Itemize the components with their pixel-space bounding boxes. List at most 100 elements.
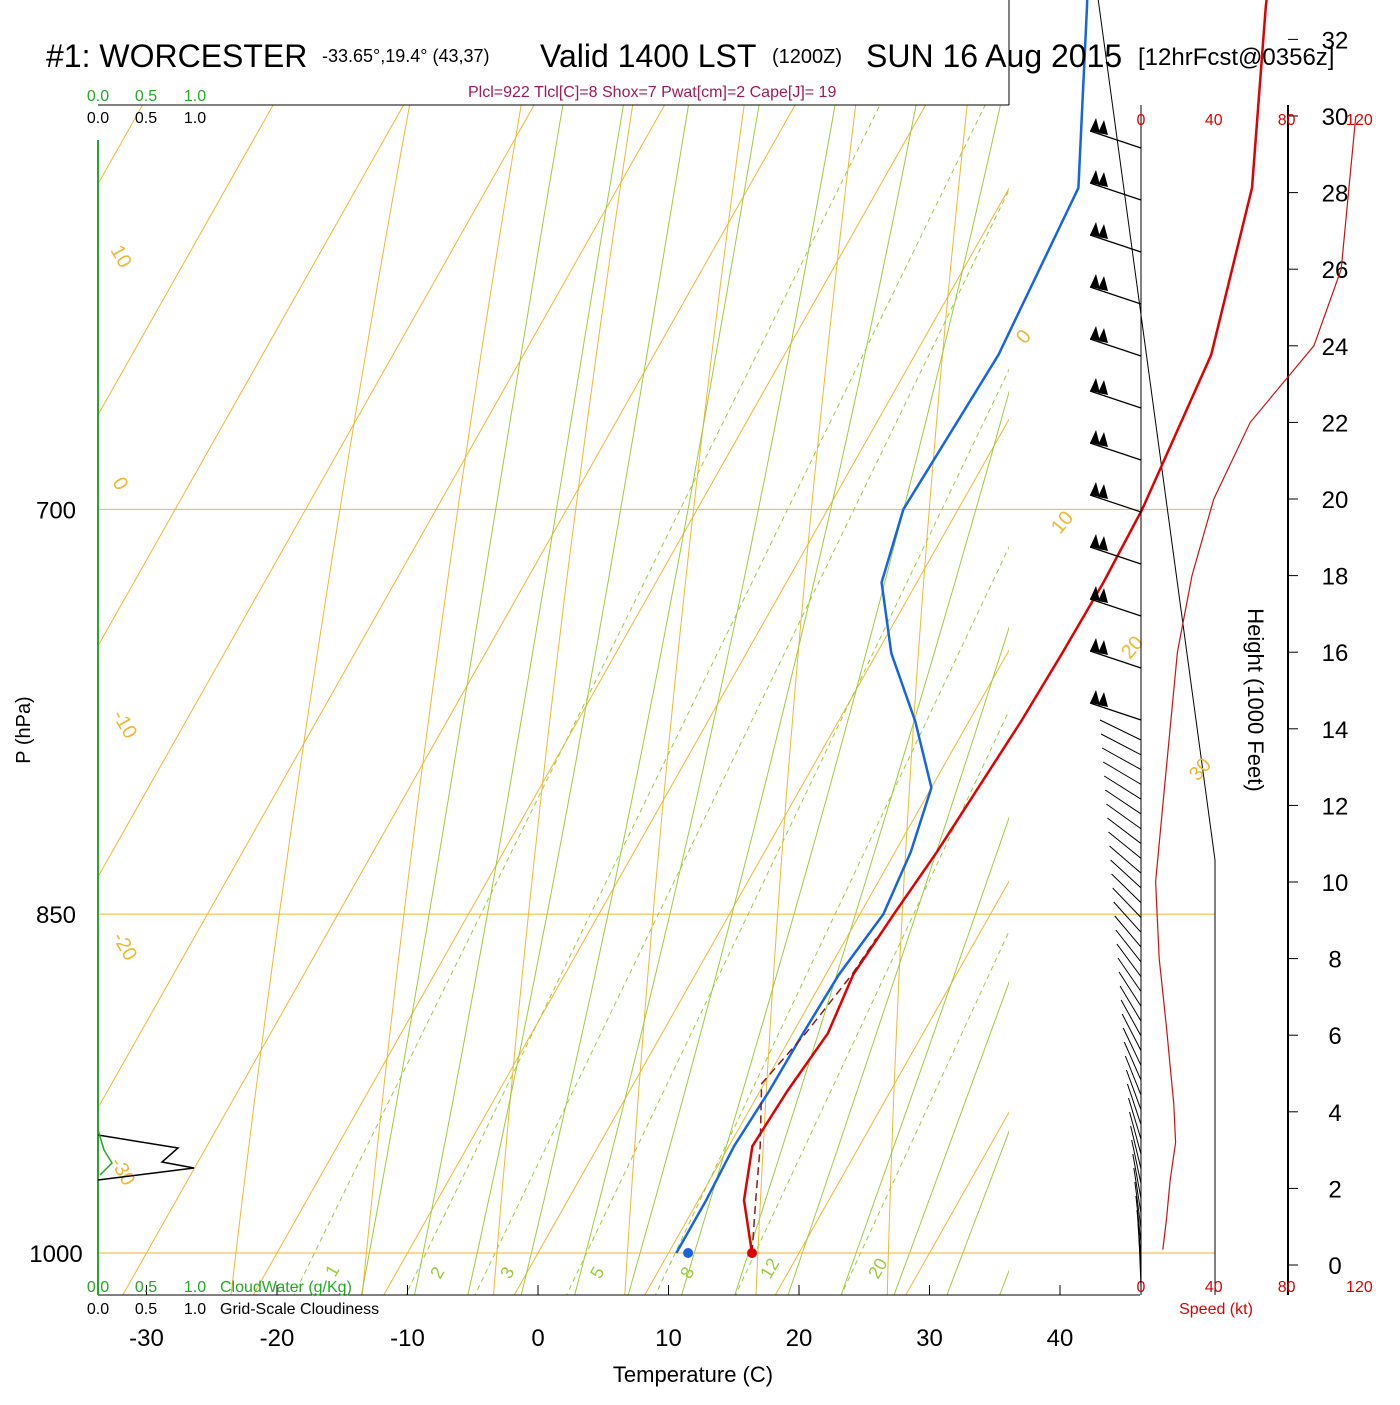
isotherm-line: [98, 105, 144, 185]
pressure-tick-label: 700: [36, 497, 76, 524]
dry-adiabat: [361, 105, 522, 1295]
mixing-ratio-label: 12: [756, 1255, 783, 1282]
x-tick-label: -20: [260, 1325, 295, 1352]
wind-barb-pennant: [1090, 586, 1100, 601]
wind-barb-shaft: [1114, 915, 1142, 948]
parcel-profile: [751, 938, 877, 1254]
cloudiness-tick-top: 0.5: [135, 110, 157, 127]
height-tick-label: 8: [1328, 947, 1341, 974]
height-tick-label: 30: [1322, 104, 1349, 131]
indices-line: Plcl=922 Tlcl[C]=8 Shox=7 Pwat[cm]=2 Cap…: [468, 84, 837, 101]
mixing-ratio-line: [474, 188, 1009, 1295]
mixing-ratio-line: [654, 545, 1009, 1295]
wind-barb-shaft: [1122, 1027, 1142, 1066]
wind-barb-shaft: [1124, 1055, 1142, 1096]
mixing-ratio-label: 2: [426, 1263, 448, 1282]
speed-tick-top: 40: [1205, 112, 1223, 129]
wind-barb-pennant: [1098, 380, 1108, 395]
surface-temperature-marker: [747, 1248, 758, 1258]
cloudwater-tick-bottom: 0.0: [87, 1279, 109, 1296]
cloudiness-profile: [97, 1134, 195, 1181]
isotherm-line: [122, 105, 796, 1295]
wind-barb-pennant: [1090, 118, 1100, 133]
dry-adiabat: [493, 105, 634, 1295]
valid-time: Valid 1400 LST: [540, 38, 757, 74]
wind-barb-pennant: [1098, 588, 1108, 603]
wind-barb-shaft: [1116, 943, 1142, 977]
wind-barb-pennant: [1090, 170, 1100, 185]
dry-adiabat: [624, 105, 745, 1295]
moist-adiabat: [360, 105, 564, 1295]
wind-barb-pennant: [1090, 690, 1100, 705]
isotherm-label: 10: [106, 242, 136, 272]
height-tick-label: 26: [1322, 257, 1349, 284]
isotherm-label: 30: [1185, 754, 1216, 785]
station-title: #1: WORCESTER: [46, 38, 308, 74]
cloudwater-tick-top: 0.0: [87, 88, 109, 105]
wind-barb-shaft: [1129, 1111, 1142, 1155]
wind-barb-pennant: [1098, 484, 1108, 499]
height-tick-label: 16: [1322, 640, 1349, 667]
wind-barb-pennant: [1098, 224, 1108, 239]
x-axis-label: Temperature (C): [613, 1362, 773, 1387]
mixing-ratio-line: [293, 105, 881, 1295]
wind-barb-shaft: [1119, 985, 1142, 1022]
wind-barb-shaft: [1112, 887, 1142, 918]
wind-barb-shaft: [1115, 929, 1142, 963]
utc-time: (1200Z): [772, 46, 843, 68]
x-tick-label: -30: [129, 1325, 164, 1352]
frame-right: [1008, 0, 1216, 1295]
height-tick-label: 20: [1322, 487, 1349, 514]
moist-adiabat: [893, 980, 1009, 1295]
isotherm-line: [383, 187, 1009, 1295]
isotherm-label: -30: [106, 1154, 140, 1190]
x-tick-label: -10: [390, 1325, 425, 1352]
wind-barb-shaft: [1100, 733, 1142, 756]
height-tick-label: 14: [1322, 717, 1349, 744]
wind-barb-shaft: [1105, 789, 1142, 815]
wind-barb-shaft: [1125, 1069, 1142, 1110]
wind-barb-pennant: [1090, 482, 1100, 497]
surface-dewpoint-marker: [683, 1248, 694, 1258]
moist-adiabat: [414, 105, 624, 1295]
height-tick-label: 28: [1322, 181, 1349, 208]
wind-barb-shaft: [1113, 901, 1142, 933]
wind-barb-shaft: [1135, 1195, 1142, 1243]
moist-adiabat: [467, 105, 690, 1295]
wind-barb-shaft: [1134, 1181, 1142, 1229]
isotherm-label: 20: [1117, 632, 1148, 663]
height-axis-label: Height (1000 Feet): [1243, 608, 1268, 791]
speed-tick-top: 120: [1346, 112, 1373, 129]
cloudiness-tick-top: 1.0: [184, 110, 206, 127]
wind-barb-pennant: [1098, 432, 1108, 447]
speed-tick-top: 0: [1137, 112, 1146, 129]
mixing-ratio-line: [566, 368, 1009, 1295]
wind-barb-pennant: [1090, 638, 1100, 653]
wind-barb-shaft: [1089, 650, 1142, 669]
cloudwater-axis-label: CloudWater (g/Kg): [220, 1279, 352, 1296]
x-tick-label: 30: [916, 1325, 943, 1352]
wind-barbs: [1089, 118, 1142, 1288]
cloudiness-tick-bottom: 1.0: [184, 1301, 206, 1318]
cloudiness-tick-bottom: 0.0: [87, 1301, 109, 1318]
mixing-ratio-label: 3: [496, 1263, 518, 1282]
forecast-label: [12hrFcst@0356z]: [1138, 44, 1335, 71]
moist-adiabat: [787, 626, 1009, 1295]
wind-barb-shaft: [1089, 234, 1142, 253]
wind-barb-pennant: [1090, 274, 1100, 289]
cloudwater-tick-bottom: 1.0: [184, 1279, 206, 1296]
speed-axis-label: Speed (kt): [1179, 1301, 1253, 1318]
date-title: SUN 16 Aug 2015: [866, 38, 1123, 74]
wind-barb-pennant: [1090, 222, 1100, 237]
station-coords: -33.65°,19.4° (43,37): [322, 46, 490, 66]
mixing-ratio-line: [840, 930, 1009, 1295]
cloudwater-tick-top: 0.5: [135, 88, 157, 105]
wind-barb-shaft: [1099, 719, 1142, 741]
wind-barb-shaft: [1130, 1125, 1142, 1170]
mixing-ratio-label: 1: [321, 1261, 343, 1280]
wind-barb-pennant: [1090, 326, 1100, 341]
moist-adiabat: [627, 105, 917, 1295]
wind-barb-shaft: [1117, 957, 1142, 992]
wind-barb-shaft: [1089, 390, 1142, 409]
